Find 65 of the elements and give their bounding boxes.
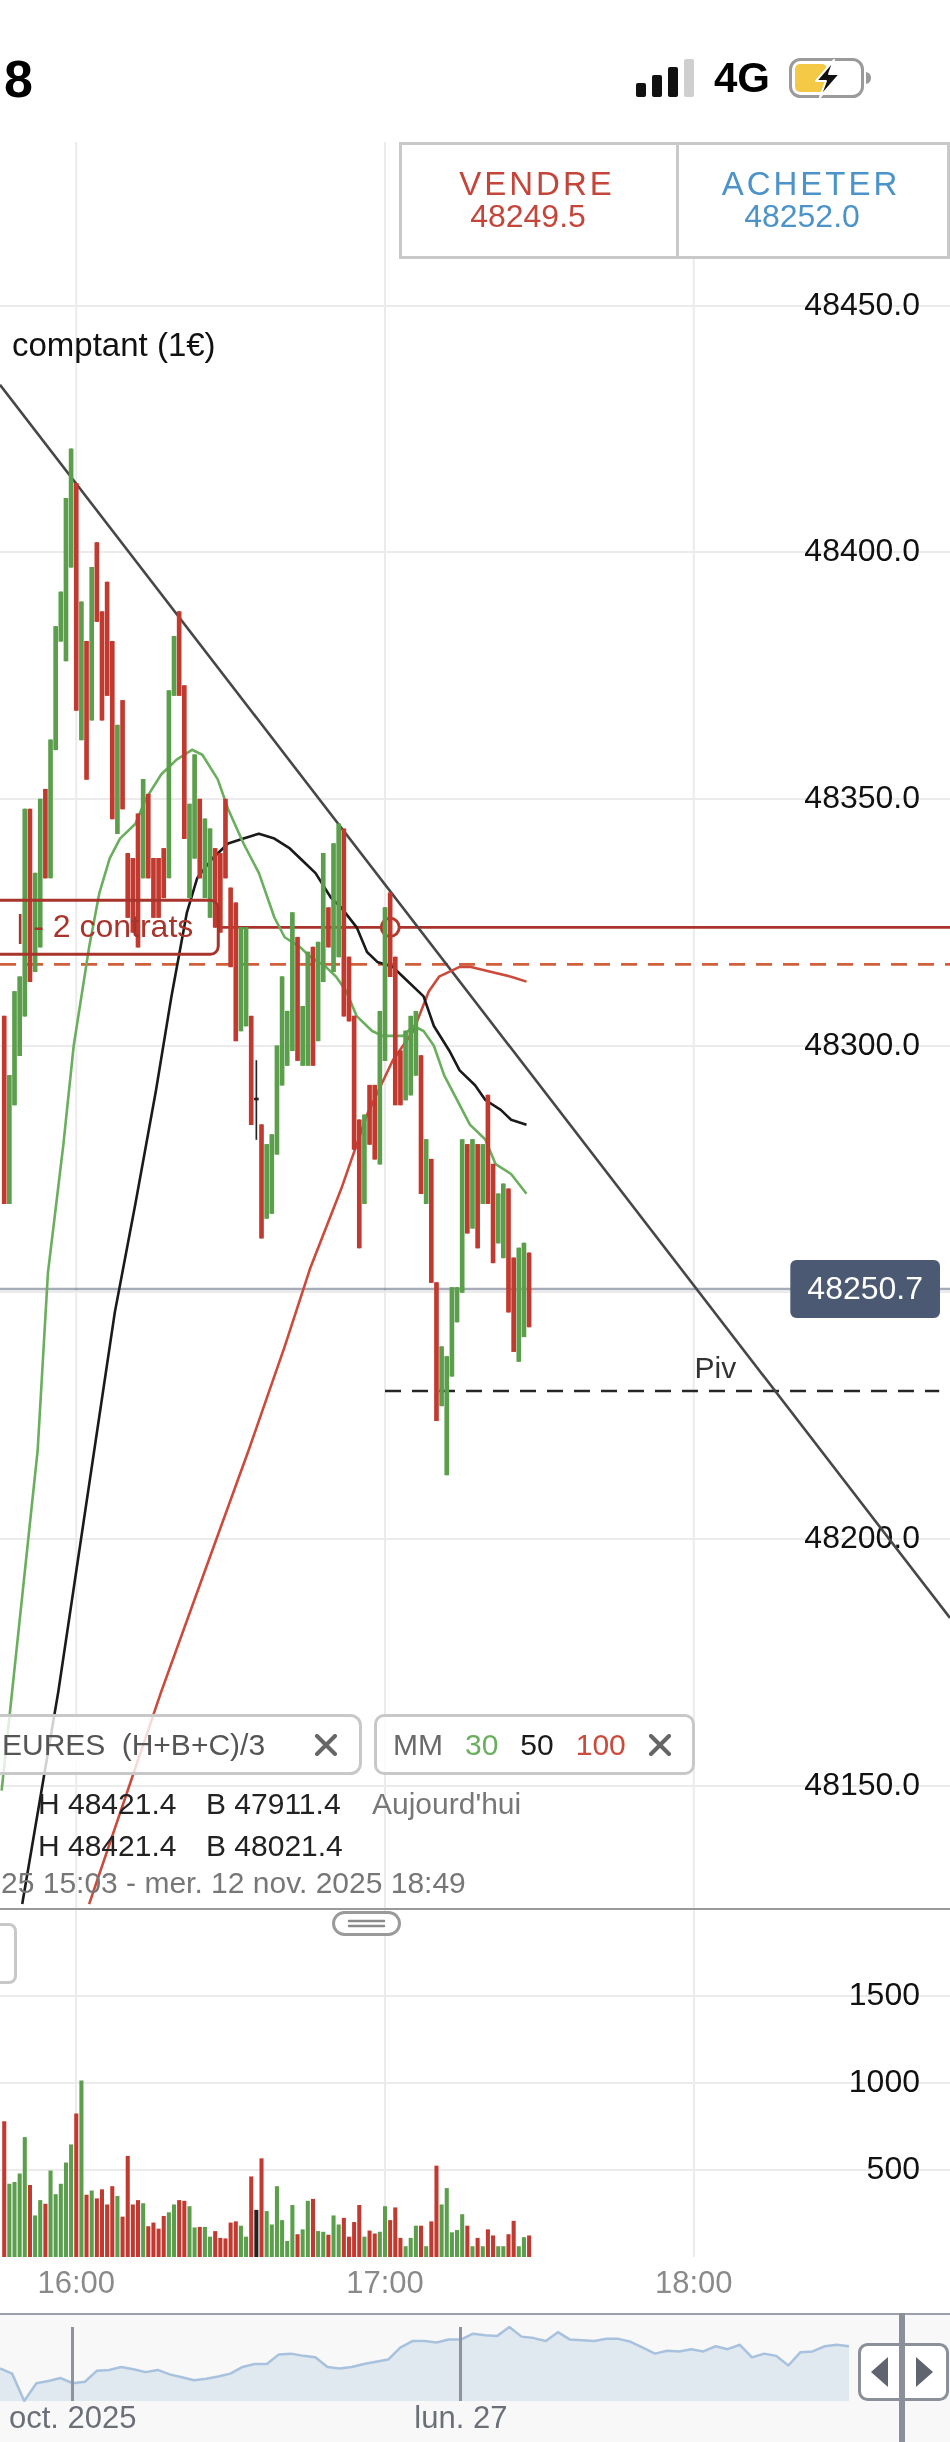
bar [382, 2206, 388, 2257]
y-tick-label: 1000 [848, 2062, 920, 2099]
annotation: 4G [714, 54, 771, 102]
annotation: 8 [4, 49, 33, 108]
bar [197, 2226, 202, 2257]
y-tick-label: 500 [866, 2149, 920, 2186]
bar [254, 2209, 259, 2257]
text: comptant (1€) [12, 326, 216, 363]
bar [43, 2203, 48, 2257]
x-tick-label: oct. 2025 [9, 2400, 137, 2436]
text: 30 [464, 1727, 499, 1761]
bar [372, 2233, 377, 2257]
bar [2, 2121, 7, 2257]
annotation: EURES (H+B+C)/3 [2, 1728, 266, 1762]
bar [177, 2200, 182, 2257]
annotation: Piv [694, 1351, 737, 1385]
bar [233, 2221, 238, 2257]
bar [480, 2246, 485, 2257]
bar [213, 2231, 218, 2257]
bar [141, 2203, 146, 2257]
x-tick-label: 17:00 [346, 2265, 424, 2301]
bar [84, 2194, 89, 2257]
x-tick-label: 16:00 [37, 2265, 116, 2301]
bar [135, 2200, 141, 2257]
legend-title: MM [393, 1727, 443, 1761]
text: 100 [575, 1727, 626, 1761]
annotation: B 48021.4 [206, 1829, 343, 1863]
y-tick-label: 48450.0 [804, 285, 920, 322]
bar [89, 2190, 94, 2257]
bar [305, 2200, 310, 2257]
bar [521, 2237, 526, 2257]
bar [27, 2184, 32, 2257]
y-tick-label: 48400.0 [804, 532, 920, 569]
y-tick-label: 48350.0 [804, 778, 920, 815]
bar [99, 2189, 105, 2257]
text: 50 [520, 1727, 554, 1761]
bar [79, 2080, 84, 2257]
x-tick-label: 18:00 [654, 2265, 733, 2301]
bar [424, 2246, 429, 2257]
y-tick-label: 48300.0 [804, 1025, 920, 1062]
bar [249, 2176, 254, 2257]
bar [161, 2215, 166, 2257]
bar [419, 2225, 424, 2257]
bar [310, 2198, 315, 2257]
bar [115, 2195, 120, 2257]
bar [326, 2234, 331, 2257]
bar [413, 2225, 418, 2257]
bar [475, 2237, 480, 2257]
bar [362, 2236, 367, 2257]
ref-line-label: 48250.7 [807, 1269, 923, 1306]
y-tick-label: 1500 [848, 1975, 920, 2012]
annotation: Aujourd'hui [372, 1787, 522, 1821]
bar [316, 2231, 321, 2257]
x-tick-label: lun. 27 [414, 2400, 508, 2436]
bar [465, 2225, 470, 2257]
bar [496, 2246, 501, 2257]
bar [295, 2234, 300, 2257]
bar [74, 2113, 79, 2257]
bar [22, 2137, 27, 2257]
bar [527, 2235, 532, 2257]
bar [470, 2246, 475, 2257]
bar [259, 2158, 264, 2257]
annotation: B 47911.4 [206, 1787, 341, 1821]
bar [146, 2226, 151, 2257]
y-tick-label: 48150.0 [804, 1765, 920, 1802]
